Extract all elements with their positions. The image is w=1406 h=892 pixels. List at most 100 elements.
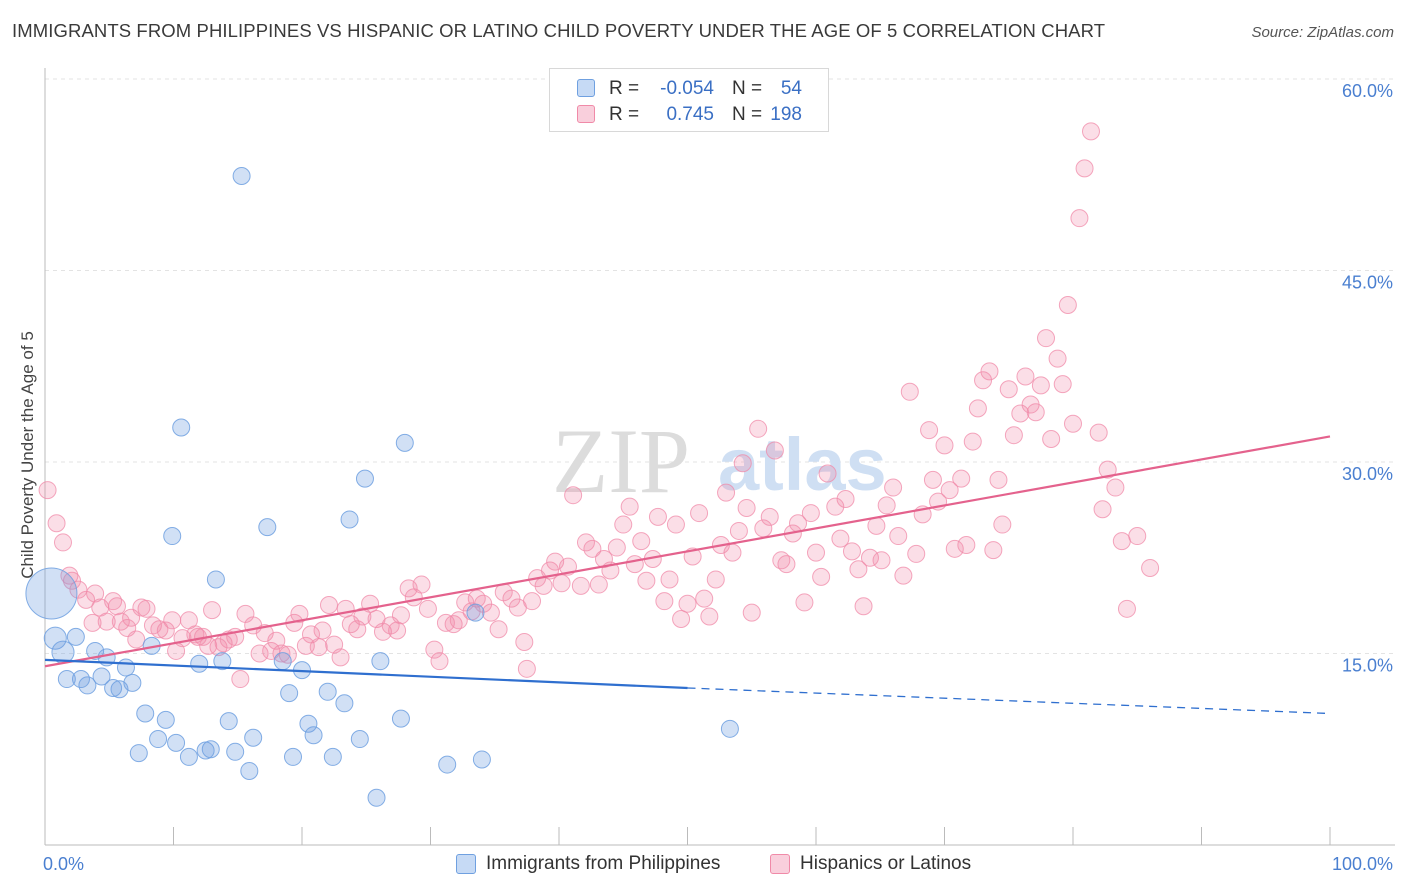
philippines-point[interactable] xyxy=(201,740,220,759)
hispanic-point[interactable] xyxy=(614,515,633,534)
hispanic-point[interactable] xyxy=(826,497,845,516)
philippines-point[interactable] xyxy=(299,714,318,733)
hispanic-point[interactable] xyxy=(594,550,613,569)
hispanic-point[interactable] xyxy=(1098,460,1117,479)
philippines-point[interactable] xyxy=(273,652,292,671)
hispanic-point[interactable] xyxy=(250,644,269,663)
hispanic-point[interactable] xyxy=(860,548,879,567)
hispanic-point[interactable] xyxy=(331,648,350,667)
hispanic-point[interactable] xyxy=(980,362,999,381)
hispanic-point[interactable] xyxy=(296,636,315,655)
hispanic-point[interactable] xyxy=(993,515,1012,534)
hispanic-point[interactable] xyxy=(1128,527,1147,546)
hispanic-point[interactable] xyxy=(564,486,583,505)
philippines-point[interactable] xyxy=(232,167,251,186)
hispanic-point[interactable] xyxy=(313,621,332,640)
hispanic-point[interactable] xyxy=(1031,376,1050,395)
hispanic-point[interactable] xyxy=(418,599,437,618)
hispanic-point[interactable] xyxy=(989,470,1008,489)
hispanic-point[interactable] xyxy=(952,469,971,488)
philippines-point[interactable] xyxy=(355,469,374,488)
hispanic-point[interactable] xyxy=(319,595,338,614)
hispanic-point[interactable] xyxy=(706,570,725,589)
philippines-point[interactable] xyxy=(258,518,277,537)
hispanic-point[interactable] xyxy=(481,603,500,622)
hispanic-point[interactable] xyxy=(1058,295,1077,314)
hispanic-point[interactable] xyxy=(894,566,913,585)
hispanic-point[interactable] xyxy=(502,589,521,608)
hispanic-point[interactable] xyxy=(515,633,534,652)
hispanic-point[interactable] xyxy=(77,590,96,609)
hispanic-point[interactable] xyxy=(1141,558,1160,577)
hispanic-point[interactable] xyxy=(150,620,169,639)
hispanic-point[interactable] xyxy=(156,621,175,640)
hispanic-point[interactable] xyxy=(984,541,1003,560)
hispanic-point[interactable] xyxy=(1070,209,1089,228)
philippines-point[interactable] xyxy=(86,641,105,660)
hispanic-point[interactable] xyxy=(412,575,431,594)
hispanic-point[interactable] xyxy=(749,419,768,438)
hispanic-point[interactable] xyxy=(872,551,891,570)
philippines-point[interactable] xyxy=(284,747,303,766)
hispanic-point[interactable] xyxy=(940,481,959,500)
hispanic-point[interactable] xyxy=(660,570,679,589)
hispanic-point[interactable] xyxy=(889,527,908,546)
hispanic-point[interactable] xyxy=(742,603,761,622)
hispanic-point[interactable] xyxy=(807,543,825,562)
hispanic-point[interactable] xyxy=(700,607,719,626)
philippines-point[interactable] xyxy=(104,678,123,697)
philippines-point[interactable] xyxy=(156,710,175,729)
hispanic-point[interactable] xyxy=(777,555,796,574)
hispanic-point[interactable] xyxy=(637,571,656,590)
philippines-point[interactable] xyxy=(78,676,97,695)
hispanic-point[interactable] xyxy=(373,622,392,641)
hispanic-point[interactable] xyxy=(717,483,736,502)
philippines-point[interactable] xyxy=(167,733,186,752)
philippines-point[interactable] xyxy=(367,788,386,807)
hispanic-point[interactable] xyxy=(127,630,146,649)
hispanic-point[interactable] xyxy=(620,497,639,516)
hispanic-point[interactable] xyxy=(1112,532,1131,551)
hispanic-point[interactable] xyxy=(999,380,1018,399)
hispanic-point[interactable] xyxy=(648,507,667,526)
hispanic-point[interactable] xyxy=(974,371,993,390)
hispanic-point[interactable] xyxy=(907,544,926,563)
hispanic-point[interactable] xyxy=(884,478,903,497)
hispanic-point[interactable] xyxy=(795,593,814,612)
hispanic-point[interactable] xyxy=(963,432,982,451)
philippines-point[interactable] xyxy=(123,673,142,692)
hispanic-point[interactable] xyxy=(1026,403,1045,422)
hispanic-point[interactable] xyxy=(309,638,328,657)
hispanic-point[interactable] xyxy=(523,592,542,611)
hispanic-point[interactable] xyxy=(290,604,309,623)
hispanic-point[interactable] xyxy=(534,576,553,595)
hispanic-point[interactable] xyxy=(1048,349,1067,368)
hispanic-point[interactable] xyxy=(1064,414,1082,433)
hispanic-point[interactable] xyxy=(923,470,942,489)
hispanic-point[interactable] xyxy=(203,601,222,620)
hispanic-point[interactable] xyxy=(935,436,954,455)
hispanic-point[interactable] xyxy=(576,533,595,552)
philippines-point[interactable] xyxy=(226,742,245,761)
philippines-point[interactable] xyxy=(71,670,90,689)
hispanic-point[interactable] xyxy=(53,533,72,552)
hispanic-point[interactable] xyxy=(62,571,81,590)
philippines-point[interactable] xyxy=(340,510,359,529)
hispanic-point[interactable] xyxy=(272,644,291,663)
hispanic-point[interactable] xyxy=(1053,375,1072,394)
philippines-point[interactable] xyxy=(371,652,390,671)
hispanic-point[interactable] xyxy=(968,399,987,418)
hispanic-point[interactable] xyxy=(695,589,714,608)
hispanic-point[interactable] xyxy=(336,599,355,618)
hispanic-point[interactable] xyxy=(430,652,449,671)
hispanic-point[interactable] xyxy=(900,382,919,401)
hispanic-point[interactable] xyxy=(1075,159,1094,178)
hispanic-point[interactable] xyxy=(107,597,126,616)
hispanic-point[interactable] xyxy=(1004,426,1023,445)
hispanic-point[interactable] xyxy=(812,567,831,586)
philippines-point[interactable] xyxy=(438,755,457,774)
hispanic-point[interactable] xyxy=(818,464,837,483)
hispanic-point[interactable] xyxy=(262,641,281,660)
hispanic-point[interactable] xyxy=(765,441,784,460)
hispanic-point[interactable] xyxy=(391,606,410,625)
